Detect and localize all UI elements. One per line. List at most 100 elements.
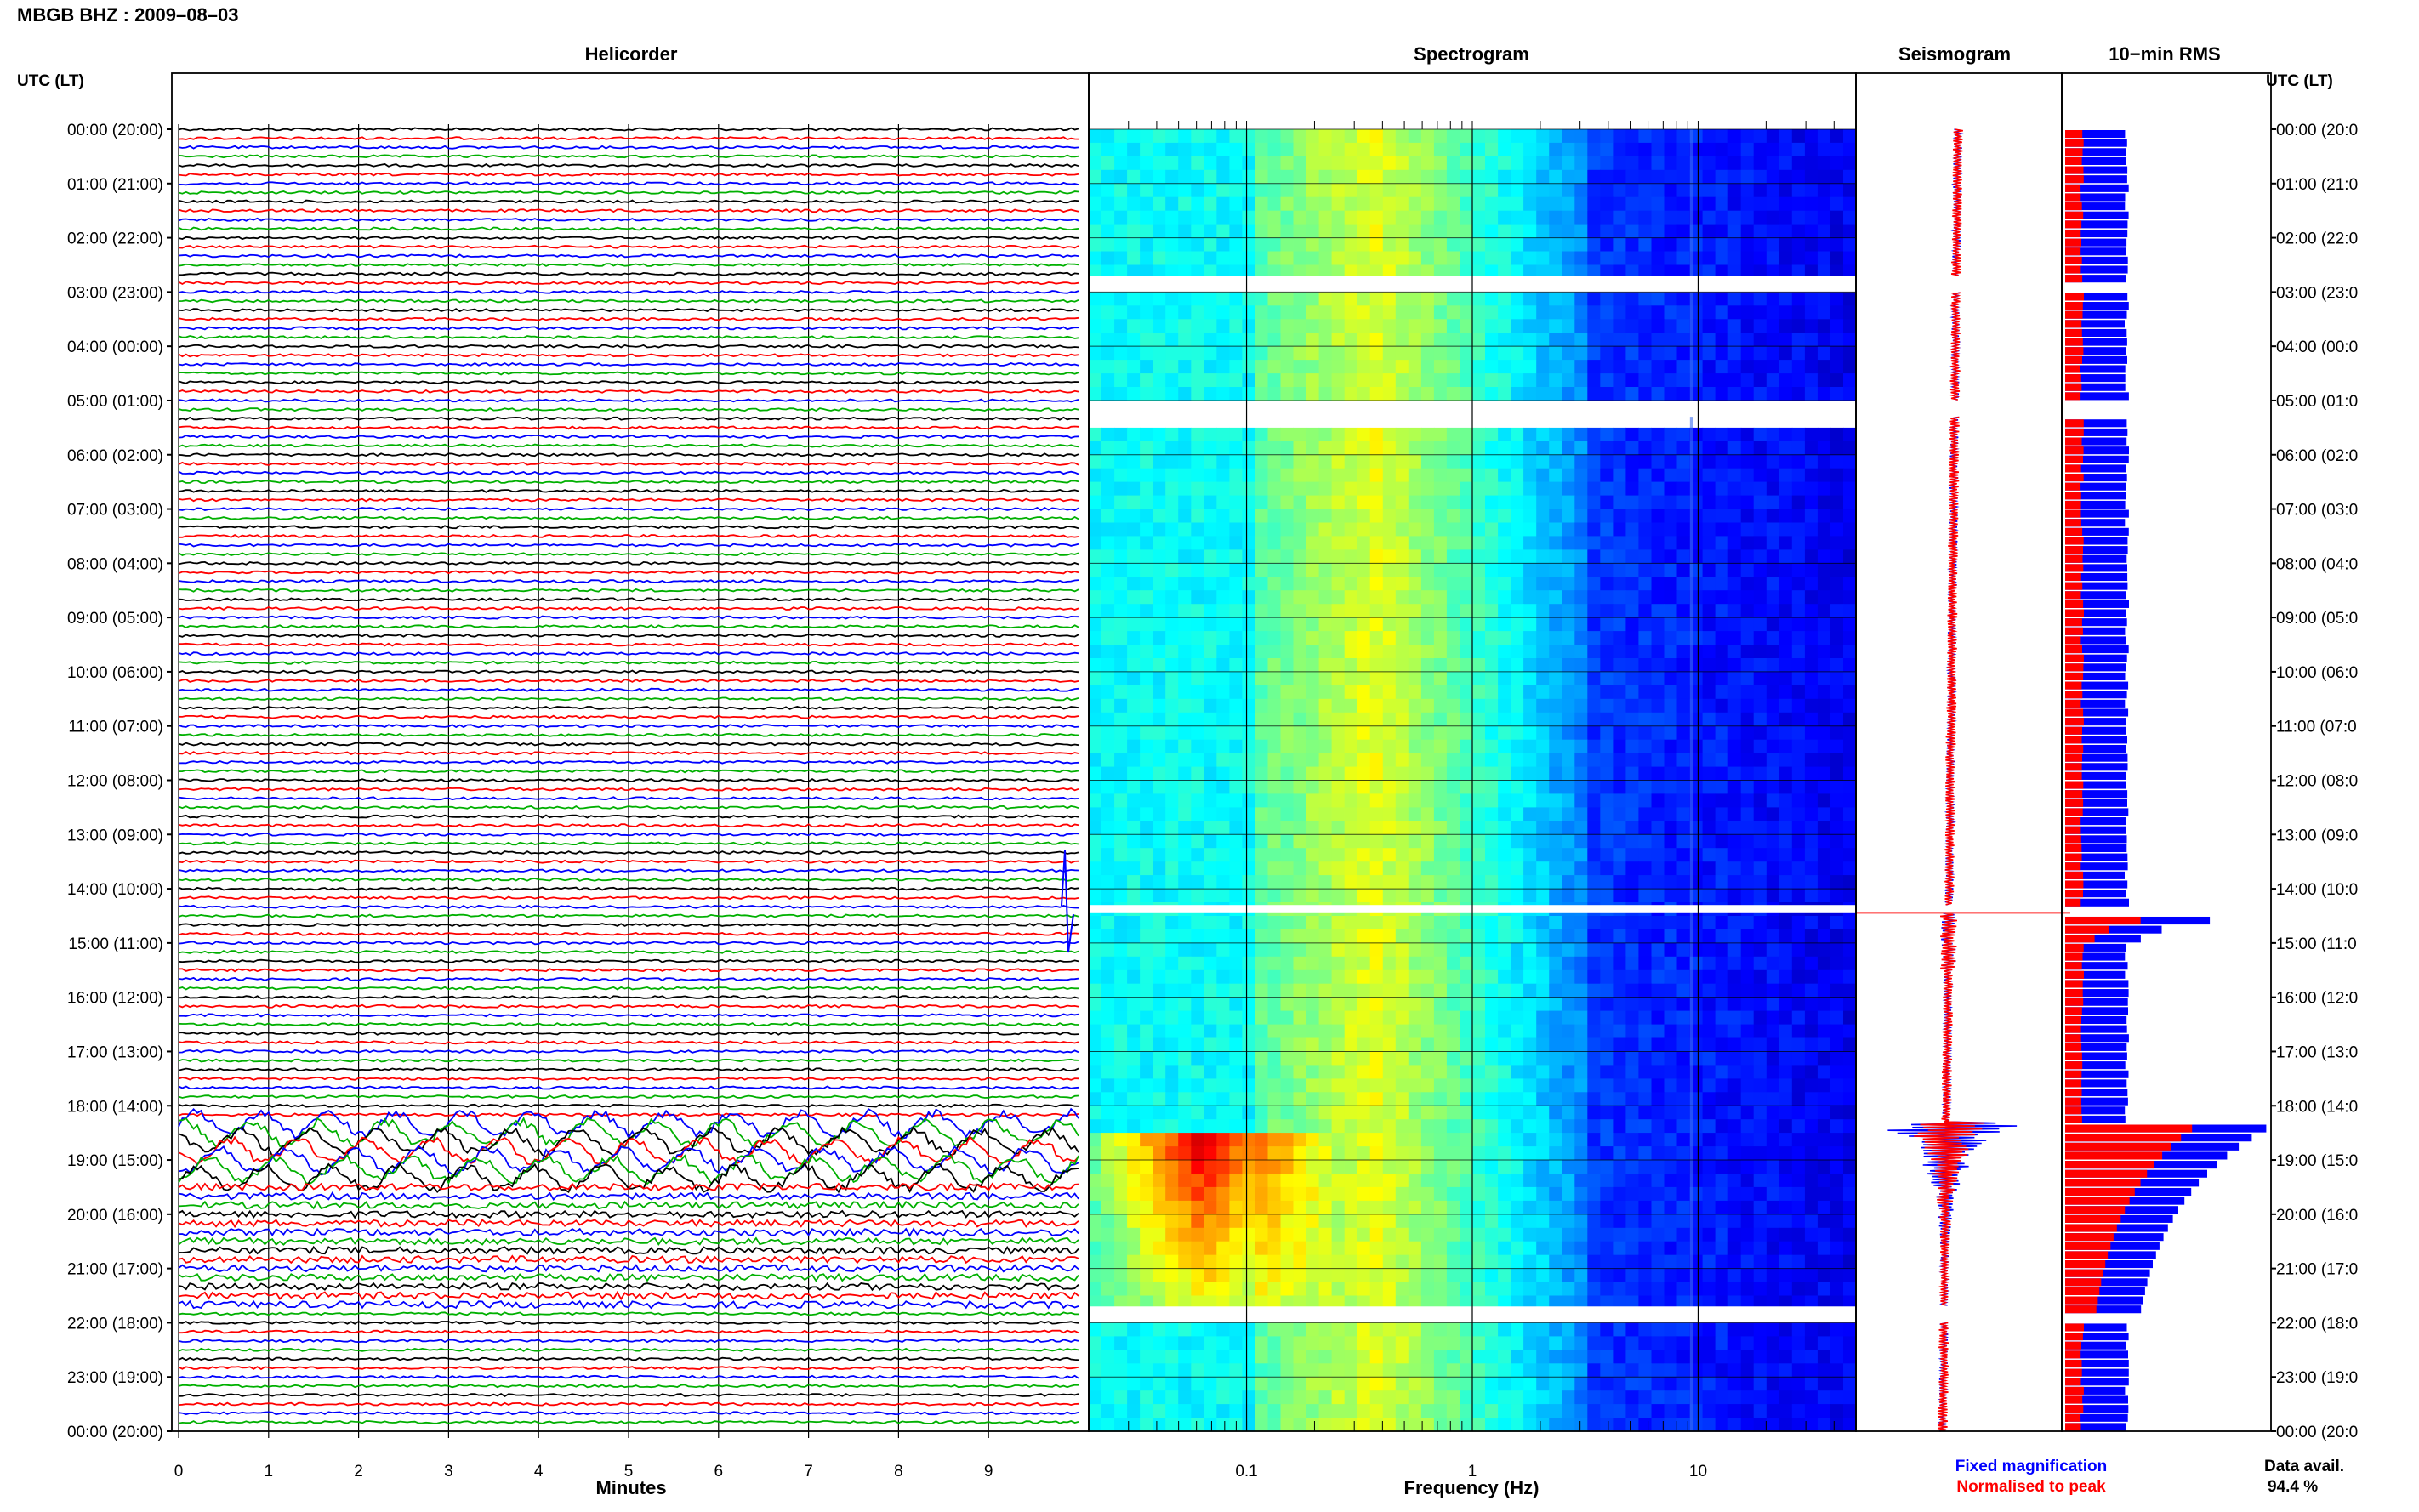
spectrogram-cell	[1089, 1010, 1102, 1026]
spectrogram-cell	[1127, 454, 1141, 469]
spectrogram-cell	[1306, 698, 1320, 713]
spectrogram-cell	[1651, 1010, 1665, 1026]
spectrogram-cell	[1664, 821, 1678, 835]
spectrogram-cell	[1293, 1241, 1307, 1256]
spectrogram-cell	[1549, 1214, 1562, 1229]
spectrogram-cell	[1357, 373, 1371, 388]
spectrogram-cell	[1433, 604, 1448, 618]
spectrogram-cell	[1830, 481, 1844, 497]
spectrogram-cell	[1702, 793, 1716, 808]
spectrogram-cell	[1485, 481, 1499, 497]
spectrogram-cell	[1306, 468, 1320, 483]
spectrogram-cell	[1651, 536, 1665, 550]
spectrogram-cell	[1791, 617, 1806, 632]
spectrogram-cell	[1791, 563, 1806, 577]
spectrogram-cell	[1242, 969, 1255, 985]
spectrogram-cell	[1843, 1200, 1857, 1215]
spectrogram-cell	[1460, 1241, 1473, 1256]
spectrogram-cell	[1267, 753, 1282, 768]
spectrogram-cell	[1191, 1065, 1204, 1079]
spectrogram-cell	[1408, 604, 1422, 618]
spectrogram-cell	[1804, 1133, 1819, 1147]
spectrogram-cell	[1536, 210, 1550, 225]
spectrogram-cell	[1523, 821, 1537, 835]
spectrogram-cell	[1472, 1227, 1486, 1242]
spectrogram-cell	[1331, 685, 1346, 700]
spectrogram-cell	[1395, 441, 1409, 456]
spectrogram-cell	[1727, 1241, 1742, 1256]
spectrogram-cell	[1344, 169, 1358, 185]
spectrogram-cell	[1830, 169, 1844, 185]
spectrogram-cell	[1357, 725, 1371, 741]
spectrogram-cell	[1153, 577, 1166, 591]
spectrogram-cell	[1267, 1227, 1282, 1242]
spectrogram-cell	[1446, 807, 1460, 821]
spectrogram-cell	[1779, 658, 1793, 673]
spectrogram-cell	[1779, 821, 1793, 835]
spectrogram-cell	[1664, 942, 1678, 958]
spectrogram-cell	[1523, 522, 1537, 537]
spectrogram-cell	[1344, 183, 1358, 198]
spectrogram-cell	[1242, 766, 1255, 782]
spectrogram-cell	[1485, 536, 1499, 550]
spectrogram-cell	[1395, 563, 1409, 577]
spectrogram-cell	[1715, 658, 1729, 673]
spectrogram-cell	[1664, 807, 1678, 821]
spectrogram-cell	[1331, 848, 1346, 862]
spectrogram-cell	[1766, 671, 1780, 686]
spectrogram-cell	[1472, 1065, 1486, 1079]
spectrogram-cell	[1843, 1174, 1857, 1188]
spectrogram-cell	[1204, 725, 1217, 741]
spectrogram-cell	[1178, 129, 1192, 144]
spectrogram-cell	[1255, 1174, 1268, 1188]
spectrogram-cell	[1804, 956, 1819, 971]
spectrogram-cell	[1485, 712, 1499, 727]
spectrogram-cell	[1306, 292, 1320, 306]
spectrogram-cell	[1369, 645, 1384, 659]
spectrogram-cell	[1472, 196, 1486, 212]
spectrogram-cell	[1485, 360, 1499, 374]
spectrogram-cell	[1357, 712, 1371, 727]
spectrogram-cell	[1331, 753, 1346, 768]
spectrogram-cell	[1306, 264, 1320, 279]
spectrogram-cell	[1702, 889, 1716, 903]
spectrogram-cell	[1191, 1133, 1204, 1147]
spectrogram-cell	[1753, 739, 1767, 754]
spectrogram-cell	[1676, 1186, 1691, 1202]
spectrogram-cell	[1817, 196, 1831, 212]
spectrogram-cell	[1433, 645, 1448, 659]
spectrogram-cell	[1638, 1146, 1652, 1161]
spectrogram-cell	[1306, 658, 1320, 673]
spectrogram-cell	[1651, 333, 1665, 347]
spectrogram-cell	[1485, 807, 1499, 821]
spectrogram-cell	[1446, 698, 1460, 713]
spectrogram-cell	[1331, 454, 1346, 469]
spectrogram-cell	[1817, 156, 1831, 171]
spectrogram-cell	[1727, 821, 1742, 835]
spectrogram-cell	[1574, 563, 1588, 577]
spectrogram-cell	[1408, 441, 1422, 456]
spectrogram-cell	[1740, 577, 1755, 591]
spectrogram-cell	[1536, 454, 1550, 469]
spectrogram-cell	[1433, 875, 1448, 890]
spectrogram-cell	[1229, 1160, 1243, 1174]
spectrogram-cell	[1408, 1241, 1422, 1256]
spectrogram-cell	[1791, 142, 1806, 157]
spectrogram-cell	[1306, 1024, 1320, 1039]
spectrogram-cell	[1740, 889, 1755, 903]
spectrogram-cell	[1382, 305, 1397, 320]
spectrogram-cell	[1420, 1037, 1435, 1052]
spectrogram-cell	[1191, 671, 1204, 686]
spectrogram-cell	[1702, 427, 1716, 442]
spectrogram-cell	[1549, 617, 1562, 632]
spectrogram-cell	[1779, 631, 1793, 645]
spectrogram-cell	[1536, 1092, 1550, 1106]
spectrogram-cell	[1178, 780, 1192, 794]
spectrogram-cell	[1165, 1174, 1179, 1188]
spectrogram-cell	[1753, 522, 1767, 537]
spectrogram-cell	[1293, 1133, 1307, 1147]
spectrogram-cell	[1830, 210, 1844, 225]
spectrogram-cell	[1791, 468, 1806, 483]
spectrogram-cell	[1817, 292, 1831, 306]
spectrogram-cell	[1153, 1174, 1166, 1188]
